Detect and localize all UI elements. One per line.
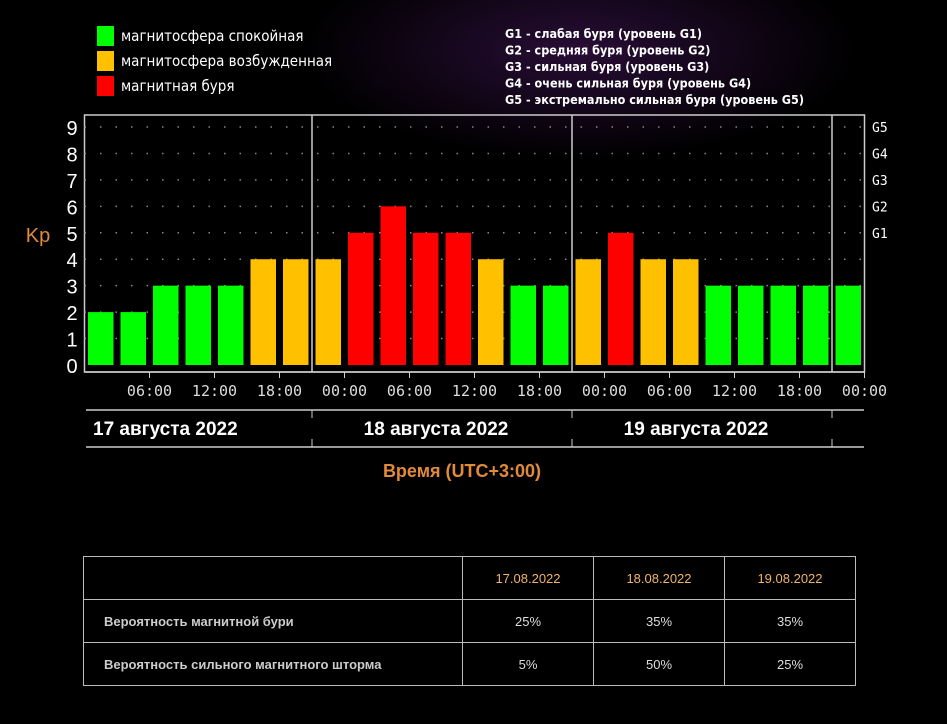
x-tick-label: 12:00 (192, 382, 237, 400)
kp-bar (478, 259, 504, 365)
cell-value: 25% (724, 642, 856, 686)
x-tick-label: 18:00 (777, 382, 822, 400)
kp-bar (185, 285, 211, 365)
g-scale-label: G3 - сильная буря (уровень G3) (505, 59, 709, 74)
legend-swatch (97, 51, 114, 71)
cell-value: 5% (462, 642, 594, 686)
legend-swatch (97, 76, 114, 96)
x-tick-label: 18:00 (257, 382, 302, 400)
row-label: Вероятность сильного магнитного шторма (83, 642, 463, 686)
x-tick-label: 00:00 (322, 382, 367, 400)
kp-bar (348, 232, 374, 365)
kp-bar (738, 285, 764, 365)
cell-value: 25% (462, 599, 594, 643)
x-axis-label: Время (UTC+3:00) (383, 461, 541, 481)
kp-bar (413, 232, 439, 365)
x-tick-label: 18:00 (517, 382, 562, 400)
kp-bar (120, 312, 146, 365)
table-header-row: 17.08.2022 18.08.2022 19.08.2022 (83, 556, 856, 600)
kp-chart: магнитосфера спокойная магнитосфера возбу… (26, 26, 888, 481)
kp-bar (705, 285, 731, 365)
cell-value: 35% (724, 599, 856, 643)
legend-label: магнитосфера спокойная (121, 27, 304, 45)
legend-label: магнитосфера возбужденная (121, 52, 332, 70)
kp-bar (673, 259, 699, 365)
header-date: 19.08.2022 (724, 556, 856, 600)
cell-value: 50% (593, 642, 725, 686)
x-tick-label: 06:00 (127, 382, 172, 400)
x-tick-label: 00:00 (842, 382, 887, 400)
cell-value: 35% (593, 599, 725, 643)
table-row: Вероятность магнитной бури 25% 35% 35% (83, 599, 856, 643)
table-row: Вероятность сильного магнитного шторма 5… (83, 642, 856, 686)
header-empty (83, 556, 463, 600)
day-label: 19 августа 2022 (624, 419, 769, 440)
y-tick-label: 3 (66, 277, 77, 299)
legend-label: магнитная буря (121, 77, 234, 95)
g-level-label: G2 (872, 200, 888, 215)
kp-bar (608, 232, 634, 365)
storm-probability-table: 17.08.2022 18.08.2022 19.08.2022 Вероятн… (83, 556, 856, 686)
x-tick-label: 12:00 (712, 382, 757, 400)
kp-bar (153, 285, 179, 365)
x-tick-label: 00:00 (582, 382, 627, 400)
kp-bar (835, 285, 861, 365)
g-level-label: G1 (872, 227, 888, 242)
y-tick-label: 5 (66, 224, 77, 246)
g-scale-label: G5 - экстремально сильная буря (уровень … (505, 92, 804, 107)
y-tick-label: 8 (66, 144, 77, 166)
kp-bar (315, 259, 341, 365)
g-level-label: G3 (872, 174, 888, 189)
kp-bar (250, 259, 276, 365)
day-label: 18 августа 2022 (364, 419, 509, 440)
g-scale-label: G1 - слабая буря (уровень G1) (505, 26, 702, 41)
g-level-label: G5 (872, 121, 888, 136)
row-label: Вероятность магнитной бури (83, 599, 463, 643)
kp-bar (218, 285, 244, 365)
legend-swatch (97, 26, 114, 46)
y-tick-label: 9 (66, 118, 77, 140)
kp-bar (88, 312, 114, 365)
kp-bar (575, 259, 601, 365)
header-date: 17.08.2022 (462, 556, 594, 600)
kp-bar (803, 285, 829, 365)
x-tick-label: 06:00 (387, 382, 432, 400)
header-date: 18.08.2022 (593, 556, 725, 600)
day-label: 17 августа 2022 (93, 419, 238, 440)
y-tick-label: 1 (66, 330, 77, 352)
background-glow (300, 0, 860, 160)
kp-bar (543, 285, 569, 365)
y-tick-label: 7 (66, 171, 77, 193)
kp-bar (380, 206, 406, 365)
kp-bar (640, 259, 666, 365)
g-level-label: G4 (872, 147, 888, 162)
kp-bar (770, 285, 796, 365)
y-tick-label: 0 (66, 356, 77, 378)
g-scale-label: G4 - очень сильная буря (уровень G4) (505, 76, 751, 91)
y-tick-label: 6 (66, 197, 77, 219)
y-tick-label: 4 (66, 250, 77, 272)
kp-bar (445, 232, 471, 365)
x-tick-label: 06:00 (647, 382, 692, 400)
kp-bar (510, 285, 536, 365)
y-axis-label: Kp (26, 225, 50, 247)
kp-bar (283, 259, 309, 365)
x-tick-label: 12:00 (452, 382, 497, 400)
g-scale-label: G2 - средняя буря (уровень G2) (505, 43, 710, 58)
y-tick-label: 2 (66, 303, 77, 325)
